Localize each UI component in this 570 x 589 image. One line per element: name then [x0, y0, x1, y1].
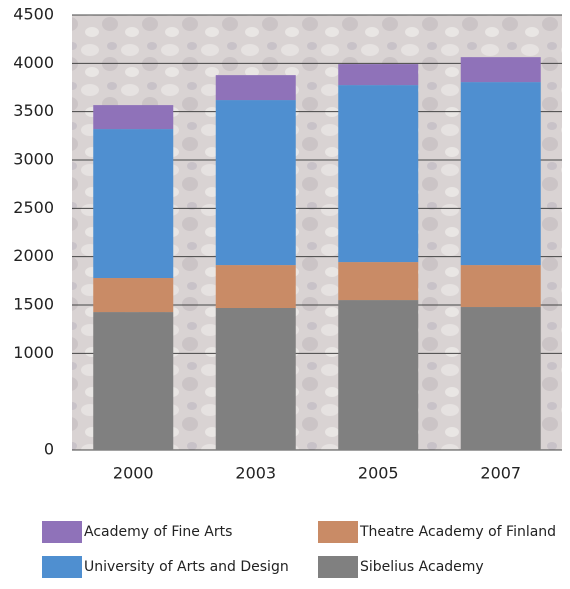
- chart: 0 1000 1500 2000 2500 3000 3500 4000 4500 2000 200…: [0, 0, 570, 585]
- legend-label: University of Arts and Design: [84, 559, 289, 575]
- legend-swatch: [318, 556, 358, 578]
- y-tick-label: 1500: [13, 295, 54, 314]
- bar-segment: [338, 300, 418, 450]
- bar-segment: [93, 129, 173, 278]
- bar-segment: [338, 85, 418, 262]
- bar-segment: [216, 100, 296, 265]
- bar-segment: [216, 265, 296, 308]
- x-tick-label: 2007: [480, 464, 521, 483]
- y-tick-label: 3000: [13, 150, 54, 169]
- bar-segment: [338, 262, 418, 300]
- y-tick-label: 2000: [13, 246, 54, 265]
- bar-segment: [338, 64, 418, 85]
- y-tick-label: 4000: [13, 53, 54, 72]
- bar-segment: [93, 105, 173, 129]
- y-tick-label: 0: [44, 440, 54, 459]
- x-tick-label: 2000: [113, 464, 154, 483]
- bar-segment: [93, 312, 173, 450]
- legend-swatch: [42, 556, 82, 578]
- x-tick-label: 2003: [235, 464, 276, 483]
- legend-swatch: [318, 521, 358, 543]
- y-tick-label: 2500: [13, 198, 54, 217]
- bar-segment: [216, 308, 296, 450]
- y-tick-label: 3500: [13, 101, 54, 120]
- legend-swatch: [42, 521, 82, 543]
- legend-label: Theatre Academy of Finland: [359, 524, 556, 540]
- x-tick-label: 2005: [358, 464, 399, 483]
- bar-segment: [216, 75, 296, 100]
- legend-label: Academy of Fine Arts: [84, 524, 232, 540]
- legend-label: Sibelius Academy: [360, 559, 484, 575]
- bar-segment: [461, 82, 541, 265]
- bar-segment: [461, 57, 541, 82]
- bar-segment: [93, 278, 173, 312]
- y-tick-label: 1000: [13, 343, 54, 362]
- bar-segment: [461, 307, 541, 450]
- bar-segment: [461, 265, 541, 307]
- y-tick-label: 4500: [13, 5, 54, 24]
